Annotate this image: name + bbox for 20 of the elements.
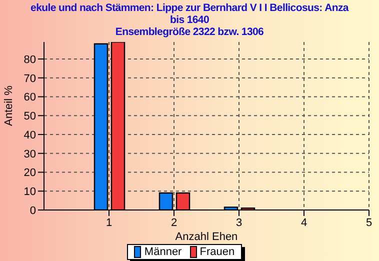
y-tick-label: 70 <box>24 72 36 85</box>
y-tick-label: 80 <box>24 54 36 66</box>
chart-subtitle: bis 1640 Ensemblegröße 2322 bzw. 1306 <box>115 14 264 38</box>
y-tick-label: 60 <box>24 92 36 104</box>
y-axis-title: Anteil % <box>2 85 15 126</box>
y-tick-label: 50 <box>24 110 36 123</box>
y-tick-label: 20 <box>24 167 36 180</box>
y-tick-label: 0 <box>30 204 36 217</box>
x-tick-label: 3 <box>236 216 242 229</box>
legend-label: Frauen <box>198 246 235 258</box>
x-axis-title: Anzahl Ehen <box>175 231 238 243</box>
chart-title: ekule und nach Stämmen: Lippe zur Bernhard V I I Bellicosus: Anza <box>30 2 348 14</box>
x-tick-label: 4 <box>300 216 308 229</box>
y-tick-label: 40 <box>24 129 36 142</box>
x-tick-label: 1 <box>106 216 112 229</box>
x-tick-label: 2 <box>170 216 178 229</box>
y-tick-label: 30 <box>24 148 36 160</box>
y-tick-label: 10 <box>24 186 36 198</box>
x-tick-label: 5 <box>366 216 372 229</box>
legend-label: Männer <box>143 246 182 258</box>
